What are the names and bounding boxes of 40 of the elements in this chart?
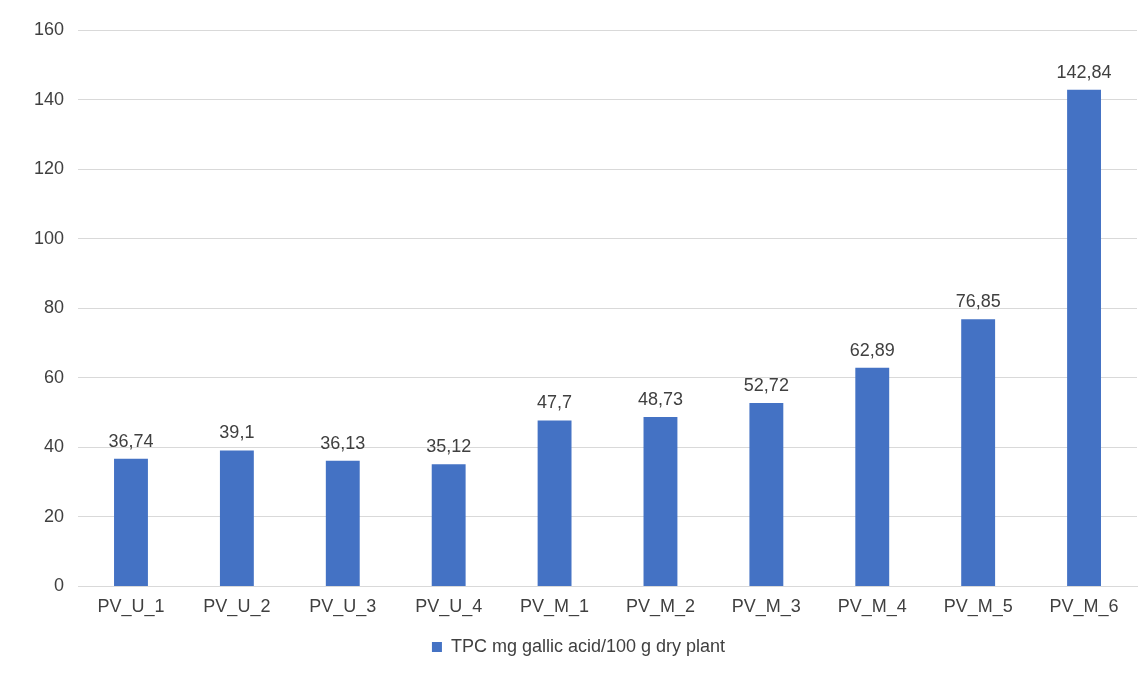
x-tick-label: PV_U_3 (309, 596, 377, 618)
bar (1067, 89, 1101, 586)
data-label: 39,1 (219, 422, 255, 443)
bar (643, 416, 678, 586)
y-tick-label: 80 (44, 297, 65, 318)
x-tick-label: PV_U_1 (97, 596, 165, 618)
data-label: 48,73 (637, 388, 683, 409)
y-tick-label: 0 (54, 575, 65, 596)
x-tick-label: PV_M_3 (731, 596, 801, 618)
y-tick-label: 120 (33, 158, 65, 179)
bar (537, 420, 572, 586)
x-tick-label: PV_M_6 (1049, 596, 1119, 618)
data-label: 36,74 (108, 430, 154, 451)
data-label: 36,13 (320, 432, 366, 453)
y-tick-label: 100 (33, 227, 65, 248)
bar (325, 460, 360, 586)
x-tick-label: PV_M_1 (520, 596, 590, 618)
bar (855, 367, 890, 586)
data-label: 52,72 (743, 375, 789, 396)
x-tick-label: PV_M_5 (943, 596, 1013, 618)
bar (749, 403, 784, 586)
data-label: 142,84 (1056, 61, 1112, 82)
x-tick-label: PV_U_2 (203, 596, 271, 618)
bar (961, 319, 996, 586)
data-label: 62,89 (849, 339, 895, 360)
x-tick-label: PV_U_4 (415, 596, 483, 618)
y-tick-label: 40 (44, 436, 65, 457)
x-tick-label: PV_M_2 (625, 596, 695, 618)
y-tick-label: 20 (44, 505, 65, 526)
y-tick-label: 160 (33, 18, 65, 39)
legend-label: TPC mg gallic acid/100 g dry plant (450, 635, 726, 656)
y-tick-label: 140 (33, 88, 65, 109)
data-label: 76,85 (955, 291, 1001, 312)
bar (219, 450, 254, 586)
bar (114, 458, 148, 586)
data-label: 47,7 (537, 392, 573, 413)
data-label: 35,12 (426, 436, 472, 457)
y-tick-label: 60 (44, 366, 65, 387)
bar (431, 464, 466, 586)
x-tick-label: PV_M_4 (837, 596, 907, 618)
